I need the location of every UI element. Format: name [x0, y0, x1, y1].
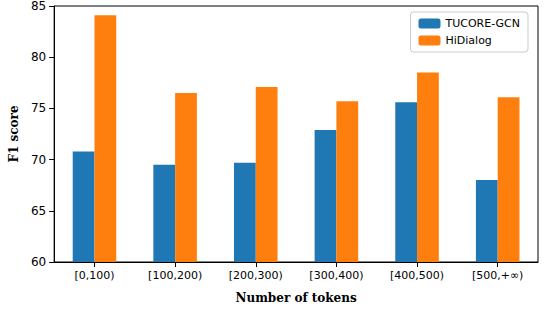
svg-text:75: 75 [31, 101, 46, 115]
svg-text:85: 85 [31, 0, 46, 13]
svg-text:65: 65 [31, 204, 46, 218]
svg-text:[100,200): [100,200) [148, 269, 202, 282]
svg-text:80: 80 [31, 50, 46, 64]
svg-text:F1 score: F1 score [7, 105, 21, 162]
svg-text:TUCORE-GCN: TUCORE-GCN [444, 17, 520, 30]
svg-text:[300,400): [300,400) [309, 269, 363, 282]
svg-text:[200,300): [200,300) [229, 269, 283, 282]
svg-text:HiDialog: HiDialog [445, 34, 491, 47]
svg-text:[400,500): [400,500) [390, 269, 444, 282]
svg-text:Number of tokens: Number of tokens [235, 291, 356, 305]
svg-text:[0,100): [0,100) [74, 269, 114, 282]
svg-text:60: 60 [31, 255, 46, 269]
svg-text:[500,+∞): [500,+∞) [472, 269, 523, 282]
svg-text:70: 70 [31, 153, 46, 167]
